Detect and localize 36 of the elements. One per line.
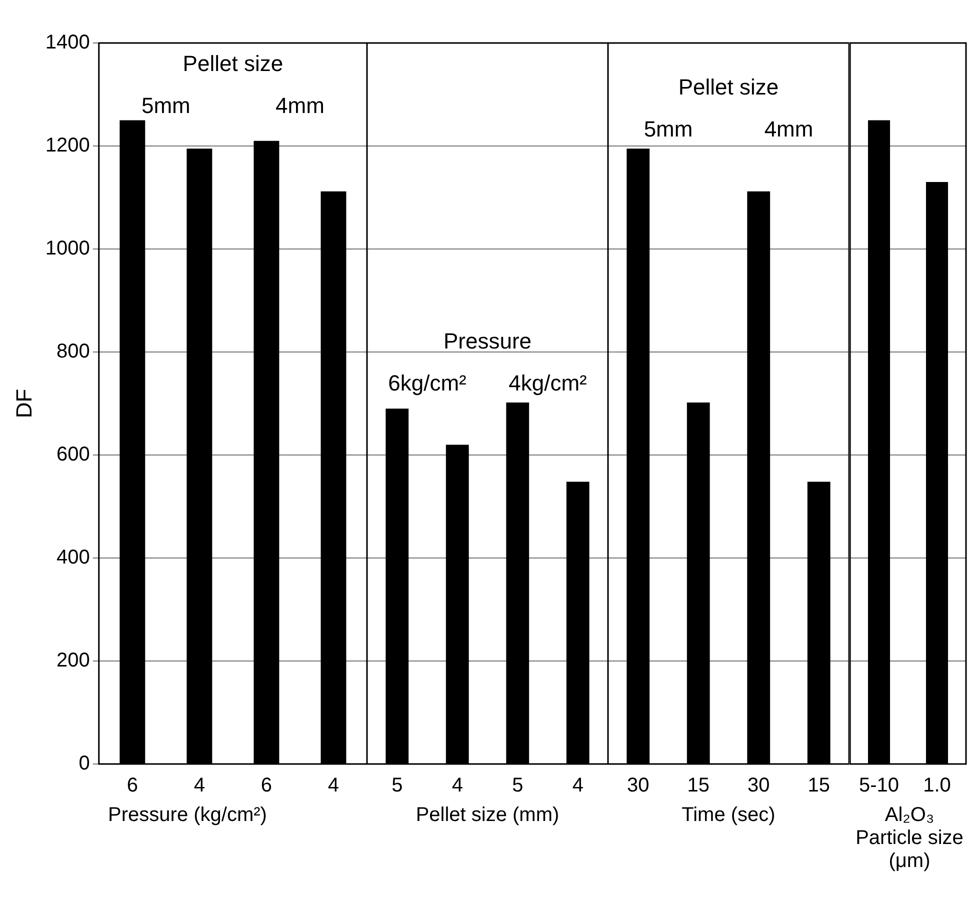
y-tick-label: 1200	[45, 134, 90, 157]
x-tick-label: 1.0	[923, 774, 951, 797]
y-tick-label: 1000	[45, 238, 90, 260]
x-tick-label: 30	[748, 774, 770, 797]
annotation: Pellet size	[678, 74, 779, 100]
annotation: 5mm	[644, 116, 693, 142]
annotation: 5mm	[141, 93, 190, 118]
annotation: 4mm	[764, 116, 814, 142]
x-axis-title: Time (sec)	[680, 804, 776, 827]
annotation: 4mm	[276, 93, 324, 118]
x-tick-label: 15	[687, 774, 710, 797]
x-axis-title: Pellet size (mm)	[414, 804, 560, 827]
x-tick-label: 4	[194, 774, 205, 797]
x-tick-label: 5-10	[859, 774, 900, 797]
x-tick-label: 30	[627, 774, 650, 797]
annotation: 6kg/cm²	[388, 370, 466, 396]
annotation: Pellet size	[182, 51, 284, 76]
y-tick-label: 800	[56, 340, 90, 363]
y-tick-label: 200	[56, 650, 90, 672]
x-tick-label: 15	[808, 774, 830, 797]
x-tick-label: 5	[512, 774, 524, 797]
y-tick-label: 600	[56, 444, 90, 466]
annotation: 4kg/cm²	[508, 370, 587, 396]
y-tick-label: 1400	[45, 32, 90, 54]
x-tick-label: 4	[452, 774, 463, 797]
annotation: Pressure	[443, 328, 532, 354]
x-tick-label: 4	[572, 774, 584, 797]
x-tick-label: 6	[260, 774, 272, 797]
x-tick-label: 5	[392, 774, 403, 797]
x-axis-title: Pressure (kg/cm²)	[107, 804, 268, 827]
x-axis-title: Al₂O₃ Particle size (μm)	[854, 804, 964, 873]
y-tick-label: 0	[78, 752, 90, 775]
x-tick-label: 4	[328, 774, 340, 797]
x-tick-label: 6	[126, 774, 138, 797]
y-tick-label: 400	[56, 546, 90, 569]
y-axis-title: DF	[11, 388, 36, 418]
